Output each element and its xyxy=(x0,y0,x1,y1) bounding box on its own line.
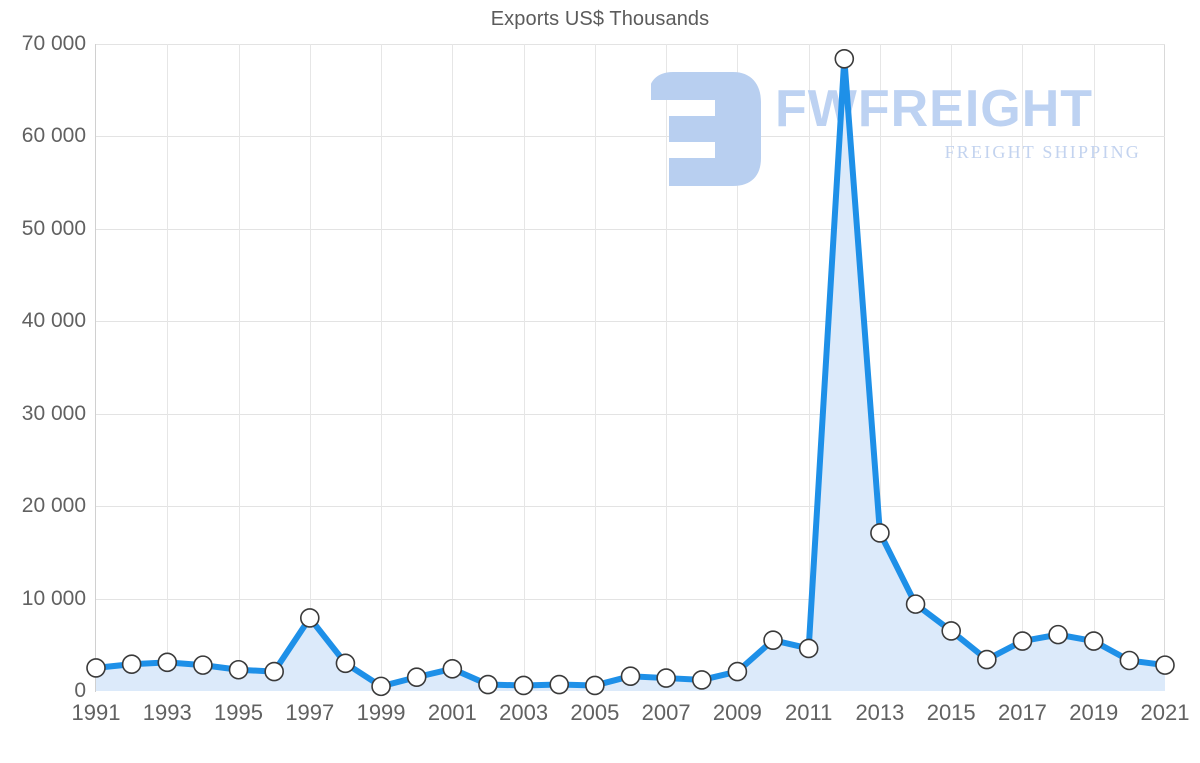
x-tick-label: 2015 xyxy=(926,700,976,725)
gridline-vertical xyxy=(879,44,881,691)
x-tick-label: 2021 xyxy=(1140,700,1190,725)
data-point-marker[interactable] xyxy=(834,48,855,69)
gridline-horizontal xyxy=(96,228,1165,230)
data-point-marker[interactable] xyxy=(371,676,391,697)
x-axis-tick-labels: 1991 1993 1995 1997 1999 2001 2003 2005 2007 2009… xyxy=(0,700,1200,740)
data-point-marker[interactable] xyxy=(941,621,962,641)
x-tick-label: 2007 xyxy=(641,700,691,725)
y-tick-label: 60 000 xyxy=(21,124,86,148)
data-point-marker[interactable] xyxy=(1155,655,1175,675)
y-axis-line xyxy=(95,44,96,692)
plot-right-border xyxy=(1164,44,1165,691)
x-tick-label: 1995 xyxy=(214,700,264,725)
data-point-marker[interactable] xyxy=(299,608,320,628)
x-tick-label: 1991 xyxy=(71,700,121,725)
gridline-horizontal xyxy=(96,321,1165,323)
data-point-marker[interactable] xyxy=(335,653,356,674)
gridline-vertical xyxy=(808,44,810,691)
x-tick-label: 2009 xyxy=(712,700,762,725)
data-point-marker[interactable] xyxy=(264,661,284,682)
gridline-vertical xyxy=(167,44,169,691)
y-tick-label: 50 000 xyxy=(21,216,86,240)
data-point-marker[interactable] xyxy=(228,659,249,680)
data-point-marker[interactable] xyxy=(478,674,498,695)
x-tick-label: 2001 xyxy=(427,700,477,725)
data-point-marker[interactable] xyxy=(513,675,534,696)
gridline-vertical xyxy=(1093,44,1095,691)
y-tick-label: 20 000 xyxy=(21,494,86,518)
gridline-vertical xyxy=(737,44,739,691)
x-tick-label: 2019 xyxy=(1069,700,1119,725)
plot-area xyxy=(96,44,1165,691)
gridline-horizontal xyxy=(96,506,1165,508)
x-tick-label: 1999 xyxy=(356,700,406,725)
y-tick-label: 40 000 xyxy=(21,309,86,333)
x-tick-label: 2005 xyxy=(570,700,620,725)
data-point-marker[interactable] xyxy=(691,670,712,690)
data-point-marker[interactable] xyxy=(1048,624,1068,645)
gridline-vertical xyxy=(1022,44,1024,691)
x-tick-label: 2011 xyxy=(785,700,833,725)
gridline-vertical xyxy=(309,44,311,691)
y-axis-tick-labels: 0 10 000 20 000 30 000 40 000 50 000 60 000 70 … xyxy=(0,0,86,763)
gridline-vertical xyxy=(951,44,953,691)
gridline-vertical xyxy=(452,44,454,691)
data-point-marker[interactable] xyxy=(193,655,213,675)
data-point-marker[interactable] xyxy=(121,654,142,675)
data-point-marker[interactable] xyxy=(549,674,570,695)
y-tick-label: 30 000 xyxy=(21,401,86,425)
data-point-marker[interactable] xyxy=(905,594,926,614)
data-point-marker[interactable] xyxy=(977,649,997,670)
gridline-vertical xyxy=(523,44,525,691)
data-point-marker[interactable] xyxy=(1119,650,1140,671)
x-tick-label: 1997 xyxy=(285,700,335,725)
data-point-marker[interactable] xyxy=(798,638,819,659)
data-point-marker[interactable] xyxy=(870,523,890,543)
area-fill xyxy=(96,58,1165,692)
gridline-horizontal xyxy=(96,413,1165,415)
x-tick-label: 2003 xyxy=(499,700,549,725)
x-tick-label: 1993 xyxy=(142,700,192,725)
series-line xyxy=(93,55,1168,690)
chart-title: Exports US$ Thousands xyxy=(490,8,710,30)
data-point-marker[interactable] xyxy=(157,652,178,673)
data-point-marker[interactable] xyxy=(585,675,605,696)
gridline-horizontal xyxy=(96,136,1165,138)
data-point-marker[interactable] xyxy=(86,658,106,678)
x-tick-label: 2013 xyxy=(855,700,905,725)
data-point-marker[interactable] xyxy=(620,666,641,687)
data-point-marker[interactable] xyxy=(1012,631,1033,651)
data-point-marker[interactable] xyxy=(1083,631,1104,651)
gridline-vertical xyxy=(381,44,383,691)
y-tick-label: 70 000 xyxy=(21,32,86,55)
data-point-markers xyxy=(86,48,1175,697)
data-point-marker[interactable] xyxy=(442,659,463,679)
data-point-marker[interactable] xyxy=(656,668,676,688)
y-tick-label: 0 xyxy=(74,679,86,702)
data-point-marker[interactable] xyxy=(727,661,748,682)
gridline-vertical xyxy=(594,44,596,691)
gridline-horizontal xyxy=(96,44,1165,45)
data-point-marker[interactable] xyxy=(763,630,783,650)
gridline-horizontal xyxy=(96,598,1165,600)
x-tick-label: 2017 xyxy=(997,700,1047,725)
data-point-marker[interactable] xyxy=(406,667,427,687)
gridline-vertical xyxy=(238,44,240,691)
gridline-vertical xyxy=(666,44,668,691)
y-tick-label: 10 000 xyxy=(21,586,86,610)
